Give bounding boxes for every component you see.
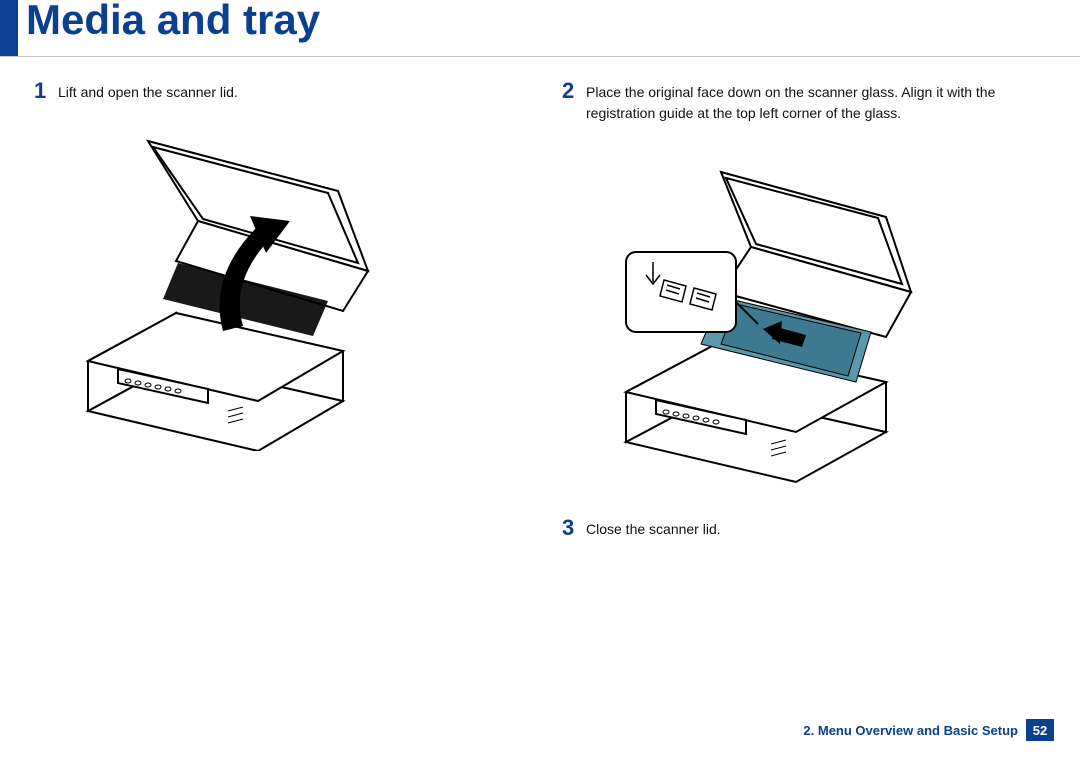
footer: 2. Menu Overview and Basic Setup 52 — [803, 719, 1054, 741]
left-column: 1 Lift and open the scanner lid. — [34, 82, 540, 456]
printer-open-lid-icon — [58, 111, 378, 451]
footer-page-number: 52 — [1026, 719, 1054, 741]
step-1: 1 Lift and open the scanner lid. — [34, 82, 540, 103]
step-1-number: 1 — [34, 80, 58, 103]
step-2-illustration — [586, 132, 1056, 497]
step-3: 3 Close the scanner lid. — [562, 519, 1056, 540]
printer-place-original-icon — [586, 132, 926, 492]
footer-chapter: 2. Menu Overview and Basic Setup — [803, 723, 1018, 738]
step-3-number: 3 — [562, 517, 586, 540]
step-3-text: Close the scanner lid. — [586, 519, 1056, 540]
step-1-text: Lift and open the scanner lid. — [58, 82, 540, 103]
step-2: 2 Place the original face down on the sc… — [562, 82, 1056, 124]
step-1-illustration — [58, 111, 540, 456]
page-title: Media and tray — [26, 0, 320, 44]
title-accent — [0, 0, 18, 56]
title-bar: Media and tray — [0, 0, 1080, 56]
step-2-number: 2 — [562, 80, 586, 124]
right-column: 2 Place the original face down on the sc… — [562, 82, 1056, 548]
title-rule — [0, 56, 1080, 57]
step-2-text: Place the original face down on the scan… — [586, 82, 1056, 124]
